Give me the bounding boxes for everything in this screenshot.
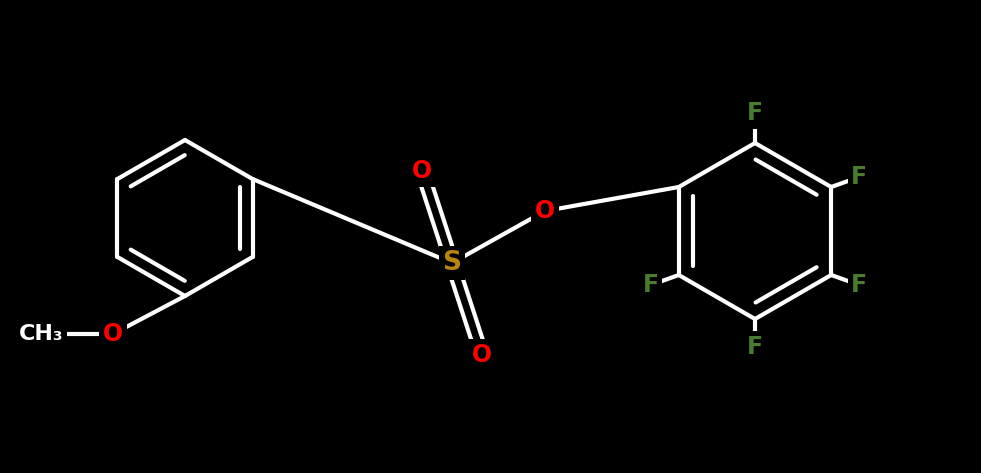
Text: CH₃: CH₃ xyxy=(19,324,64,344)
Text: O: O xyxy=(535,199,555,223)
Text: O: O xyxy=(412,159,432,183)
Text: S: S xyxy=(442,250,461,276)
Text: F: F xyxy=(747,101,763,125)
Text: O: O xyxy=(472,343,492,367)
Text: F: F xyxy=(747,335,763,359)
Text: F: F xyxy=(852,273,867,297)
Text: F: F xyxy=(643,273,659,297)
Text: O: O xyxy=(103,322,123,346)
Text: F: F xyxy=(852,165,867,189)
